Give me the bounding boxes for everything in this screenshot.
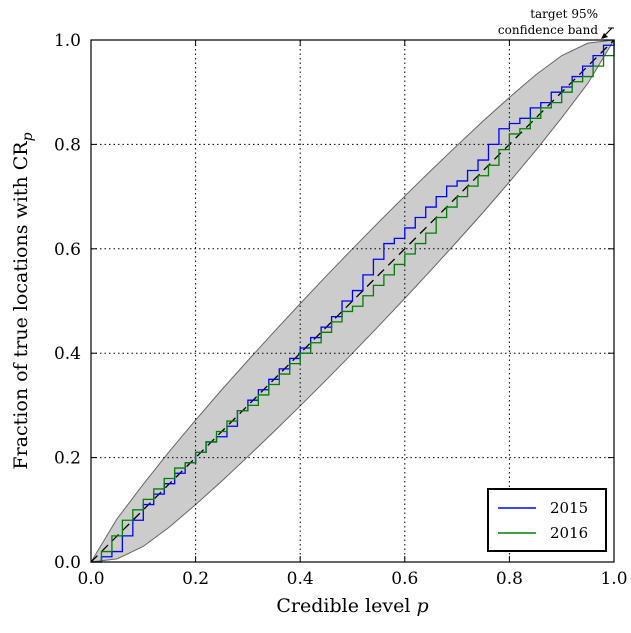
y-tick-label: 0.2 [54,449,81,469]
band-annotation: target 95% confidence band [498,7,614,39]
y-tick-label: 1.0 [54,31,81,51]
legend-items: 2015 2016 [498,499,588,542]
x-tick-label: 0.2 [182,569,209,589]
y-tick-label: 0.4 [54,344,81,364]
x-tick-label: 0.0 [77,569,104,589]
annotation-arrow-head [601,33,608,39]
legend-box [487,488,607,552]
diagonal-reference-line [90,39,615,563]
y-tick-label: 0.0 [54,553,81,573]
x-tick-label: 1.0 [600,569,627,589]
x-tick-label: 0.8 [496,569,523,589]
legend-label-2015: 2015 [550,499,588,517]
legend-label-2016: 2016 [550,524,588,542]
plot-frame [90,39,615,563]
annotation-arrow-icon [601,27,614,39]
annotation-line-2: confidence band [498,23,598,37]
series-line-2016 [91,40,615,563]
legend: 2015 2016 [487,488,607,552]
y-tick-label: 0.8 [54,135,81,155]
x-axis-title: Credible level p [276,595,428,617]
annotation-line-1: target 95% [530,7,598,21]
y-axis-title: Fraction of true locations with CRp [10,132,36,469]
y-tick-label: 0.6 [54,240,81,260]
x-tick-label: 0.6 [391,569,418,589]
series-line-2015 [91,40,615,563]
x-tick-label: 0.4 [287,569,314,589]
diagonal-layer [90,39,615,563]
series-layer [91,40,615,563]
tick-layer: 0.0 0.2 0.4 0.6 0.8 1.0 0.0 0.2 0.4 0.6 0.8 1.0 [54,31,628,589]
